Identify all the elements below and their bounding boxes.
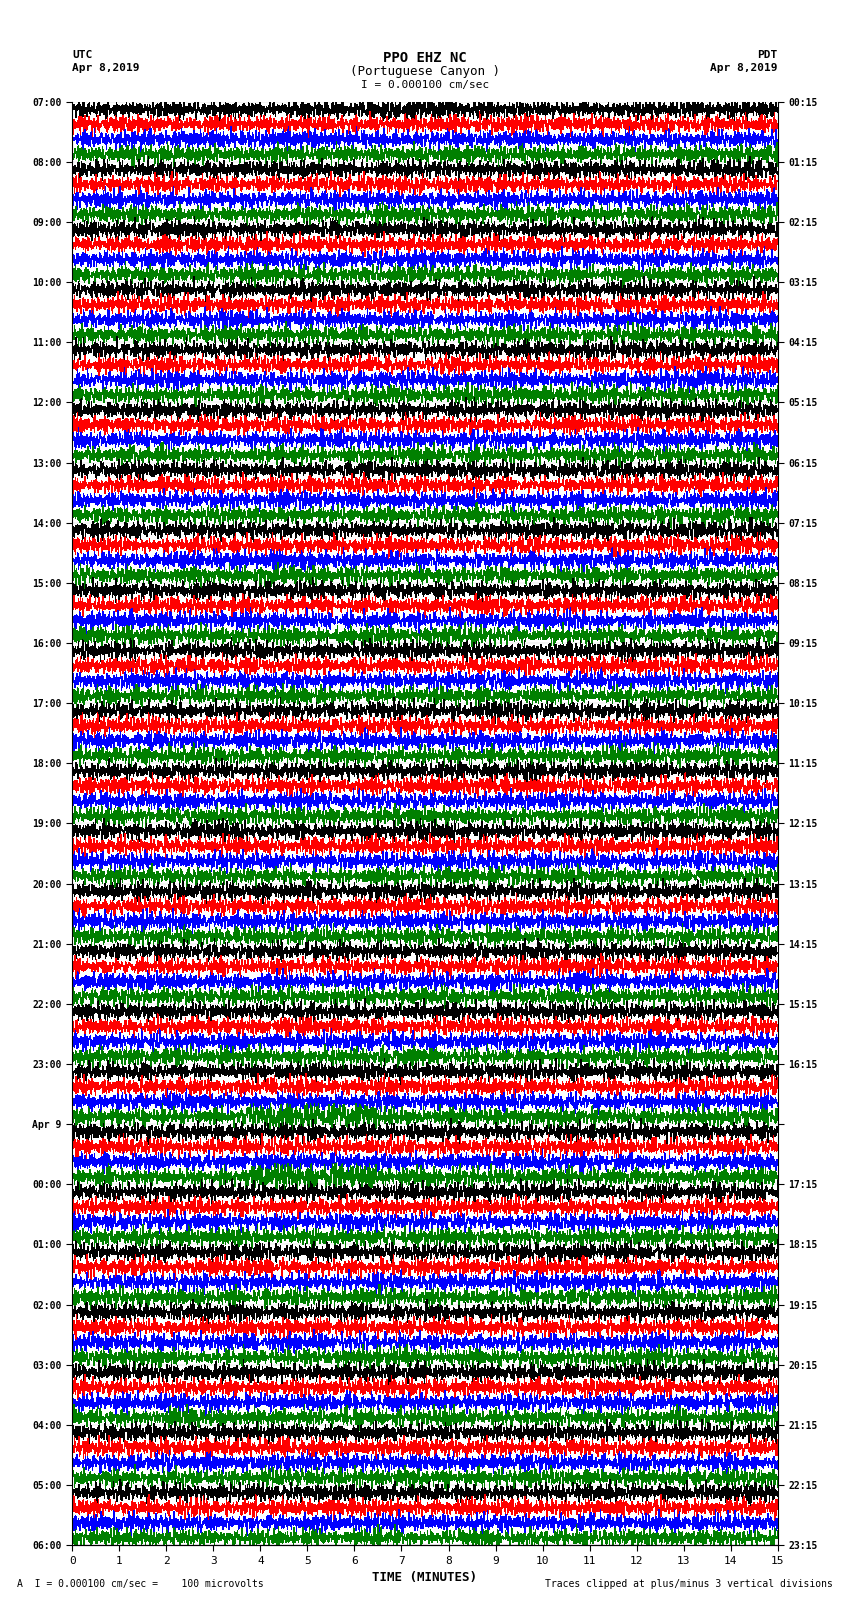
- X-axis label: TIME (MINUTES): TIME (MINUTES): [372, 1571, 478, 1584]
- Text: (Portuguese Canyon ): (Portuguese Canyon ): [350, 65, 500, 77]
- Text: PPO EHZ NC: PPO EHZ NC: [383, 52, 467, 65]
- Text: Traces clipped at plus/minus 3 vertical divisions: Traces clipped at plus/minus 3 vertical …: [545, 1579, 833, 1589]
- Text: I = 0.000100 cm/sec: I = 0.000100 cm/sec: [361, 79, 489, 90]
- Text: A  I = 0.000100 cm/sec =    100 microvolts: A I = 0.000100 cm/sec = 100 microvolts: [17, 1579, 264, 1589]
- Text: Apr 8,2019: Apr 8,2019: [72, 63, 139, 73]
- Text: PDT: PDT: [757, 50, 778, 60]
- Text: Apr 8,2019: Apr 8,2019: [711, 63, 778, 73]
- Text: UTC: UTC: [72, 50, 93, 60]
